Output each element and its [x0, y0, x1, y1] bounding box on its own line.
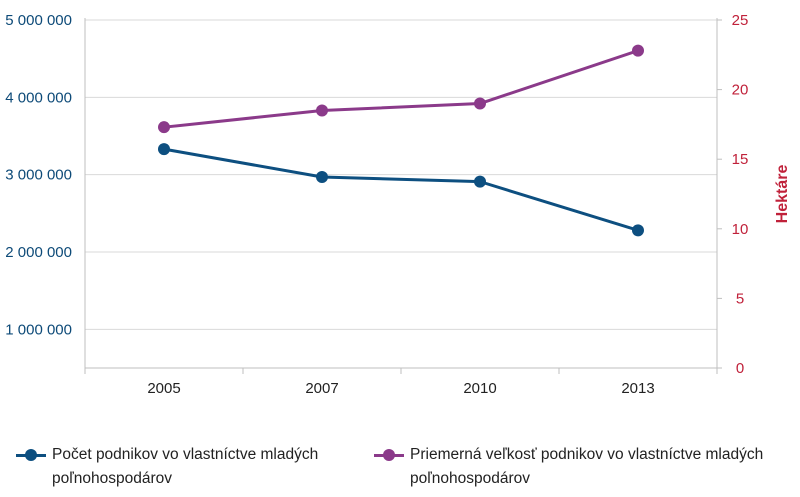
- left-axis-ticks: 1 000 000 2 000 000 3 000 000 4 000 000 5 00…: [5, 12, 72, 338]
- series-0-point: [316, 170, 328, 183]
- right-axis-ticks: 0 5 10 15 20 25: [732, 12, 749, 377]
- axes: [84, 18, 722, 374]
- right-tick-label: 0: [736, 360, 744, 377]
- gridlines: [85, 19, 717, 330]
- legend-swatch-count: [14, 443, 48, 467]
- series-1-point: [632, 44, 644, 57]
- line-chart: 1 000 000 2 000 000 3 000 000 4 000 000 5 00…: [5, 12, 791, 397]
- right-tick-label: 10: [732, 221, 749, 238]
- x-tick-label: 2005: [147, 380, 180, 397]
- series-line-1: [163, 49, 639, 129]
- series-line-0: [163, 147, 639, 232]
- legend-swatch-size: [372, 443, 406, 467]
- left-tick-label: 1 000 000: [5, 321, 72, 338]
- legend-label-count: Počet podnikov vo vlastníctve mladých po…: [52, 446, 319, 487]
- series-0-point: [158, 143, 170, 156]
- x-axis-ticks: 2005 2007 2010 2013: [147, 380, 654, 397]
- series-1-point: [474, 97, 486, 110]
- series-1-point: [158, 121, 170, 134]
- left-tick-label: 5 000 000: [5, 12, 72, 29]
- legend-label-size: Priemerná veľkosť podnikov vo vlastníctv…: [410, 446, 764, 487]
- x-tick-label: 2007: [305, 380, 338, 397]
- left-tick-label: 2 000 000: [5, 244, 72, 261]
- right-tick-label: 5: [736, 290, 744, 307]
- left-tick-label: 4 000 000: [5, 89, 72, 106]
- right-tick-label: 20: [732, 82, 749, 99]
- legend-item-count: Počet podnikov vo vlastníctve mladých po…: [14, 443, 344, 491]
- left-tick-label: 3 000 000: [5, 167, 72, 184]
- series-1-point: [316, 104, 328, 117]
- right-axis-title: Hektáre: [774, 165, 791, 224]
- series-0-point: [632, 224, 644, 237]
- x-tick-label: 2013: [621, 380, 654, 397]
- series-0-point: [474, 175, 486, 188]
- right-tick-label: 15: [732, 151, 749, 168]
- legend-item-size: Priemerná veľkosť podnikov vo vlastníctv…: [372, 443, 787, 491]
- right-tick-label: 25: [732, 12, 749, 29]
- x-tick-label: 2010: [463, 380, 496, 397]
- series-group: [158, 44, 644, 237]
